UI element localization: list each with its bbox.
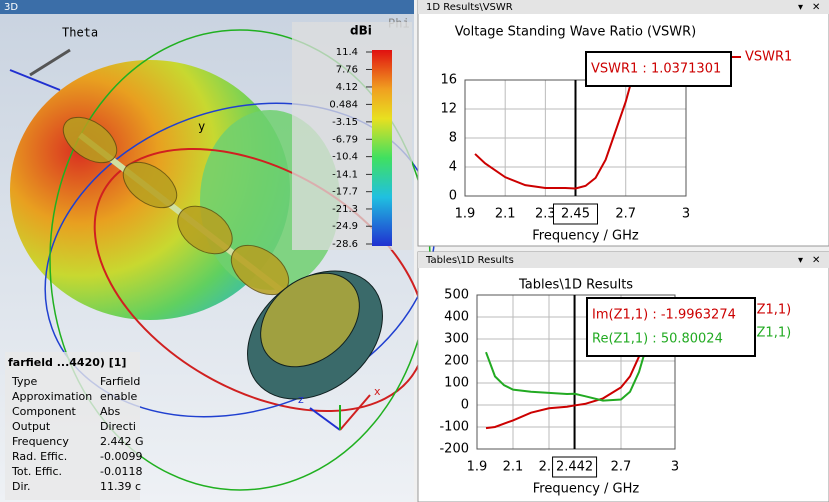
panel-3d: 3D Theta Phi y z x dBi farfield ...4420)…	[0, 0, 436, 502]
title-bar	[418, 0, 829, 14]
colorbar-tick-label: -6.79	[332, 134, 358, 145]
panel	[417, 0, 829, 247]
x-tick-label: 2.1	[495, 207, 516, 222]
panel-vswr: 1D Results\VSWR ▾ ✕	[417, 0, 829, 247]
colorbar-tick-label: -24.9	[332, 221, 358, 232]
series-line	[474, 79, 633, 190]
panel-title: Tables\1D Results	[425, 255, 514, 266]
axis-arrow	[309, 407, 341, 431]
axis-label: z	[298, 393, 304, 406]
colorbar-tick-label: 0.484	[329, 99, 358, 110]
x-axis-label: Frequency / GHz	[533, 482, 640, 497]
marker-box	[553, 203, 598, 225]
reflector-disc	[260, 272, 360, 368]
marker-label: 2.442	[556, 460, 593, 475]
y-tick-label: 100	[444, 376, 469, 391]
info-value: 11.39 c	[100, 480, 141, 493]
x-tick-label: 2.7	[615, 207, 636, 222]
colorbar-tick-label: -14.1	[332, 169, 358, 180]
x-tick-label: 2.7	[611, 460, 632, 475]
y-tick-label: -100	[439, 420, 469, 435]
panel	[417, 251, 829, 502]
y-tick-label: 500	[444, 288, 469, 303]
marker-label: 2.45	[561, 207, 590, 222]
info-key: Output	[12, 420, 51, 433]
chart-title: Voltage Standing Wave Ratio (VSWR)	[455, 25, 696, 40]
axis-label: x	[374, 385, 381, 398]
close-button[interactable]: ✕	[812, 255, 820, 266]
directors	[62, 116, 290, 296]
info-value: Farfield	[100, 375, 140, 388]
info-key: Approximation	[12, 390, 92, 403]
colorbar-tick-label: -3.15	[332, 117, 358, 128]
legend-label: VSWR1	[745, 50, 792, 65]
panel-table: Tables\1D Results ▾ ✕	[417, 251, 829, 502]
info-value: Directi	[100, 420, 136, 433]
info-key: Type	[11, 375, 37, 388]
info-value: -0.0099	[100, 450, 142, 463]
chart-title: Tables\1D Results	[518, 278, 633, 293]
info-value: Abs	[100, 405, 121, 418]
y-tick-label: 0	[449, 189, 457, 204]
axis-arrow	[9, 69, 61, 91]
annotation: VSWR1 : 1.0371301	[591, 62, 721, 77]
menu-button[interactable]: ▾	[798, 255, 803, 266]
info-key: Component	[12, 405, 77, 418]
menu-button[interactable]: ▾	[798, 2, 803, 13]
y-tick-label: 300	[444, 332, 469, 347]
x-tick-label: 3	[671, 460, 679, 475]
panel-title: 3D	[4, 2, 18, 13]
series-line	[485, 321, 649, 430]
annotation: Im(Z1,1) : -1.9963274	[592, 308, 736, 323]
x-tick-label: 2.3	[535, 207, 556, 222]
x-tick-label: 1.9	[467, 460, 488, 475]
x-tick-label: 3	[682, 207, 690, 222]
axis-label: y	[198, 120, 205, 134]
colorbar-tick-label: -10.4	[332, 152, 358, 163]
colorbar	[372, 50, 392, 246]
plot-frame	[476, 294, 676, 450]
annotation-box	[586, 297, 756, 357]
title-bar	[0, 0, 414, 14]
marker-box	[552, 456, 598, 478]
y-tick-label: 0	[461, 398, 469, 413]
x-axis-label: Frequency / GHz	[532, 229, 639, 244]
annotation: Re(Z1,1) : 50.80024	[592, 332, 723, 347]
colorbar-tick-label: 11.4	[336, 47, 358, 58]
info-value: 2.442 G	[100, 435, 144, 448]
info-box	[5, 352, 140, 500]
theta-arrow	[29, 48, 71, 77]
title-bar	[418, 252, 829, 268]
axis-arrow	[339, 394, 371, 431]
y-tick-label: -200	[439, 442, 469, 457]
y-tick-label: 400	[444, 310, 469, 325]
close-button[interactable]: ✕	[812, 2, 820, 13]
y-tick-label: 12	[440, 102, 457, 117]
colorbar-tick-label: 4.12	[336, 82, 358, 93]
series-line	[485, 340, 649, 402]
theta-label: Theta	[62, 26, 98, 40]
annotation-box	[585, 51, 732, 87]
info-key: Dir.	[12, 480, 31, 493]
panel-title: 1D Results\VSWR	[426, 2, 513, 13]
x-tick-label: 1.9	[455, 207, 476, 222]
info-key: Rad. Effic.	[12, 450, 67, 463]
y-tick-label: 16	[440, 73, 457, 88]
info-key: Tot. Effic.	[11, 465, 62, 478]
y-tick-label: 4	[449, 160, 457, 175]
colorbar-tick-label: -21.3	[332, 204, 358, 215]
x-tick-label: 2.1	[503, 460, 524, 475]
colorbar-unit: dBi	[350, 24, 372, 38]
y-tick-label: 8	[449, 131, 457, 146]
y-tick-label: 200	[444, 354, 469, 369]
info-key: Frequency	[12, 435, 69, 448]
colorbar-tick-label: -17.7	[332, 187, 358, 198]
info-value: -0.0118	[100, 465, 142, 478]
colorbar-tick-label: 7.76	[336, 64, 358, 75]
info-title: farfield ...4420) [1]	[8, 356, 126, 369]
colorbar-tick-label: -28.6	[332, 239, 358, 250]
info-value: enable	[100, 390, 138, 403]
